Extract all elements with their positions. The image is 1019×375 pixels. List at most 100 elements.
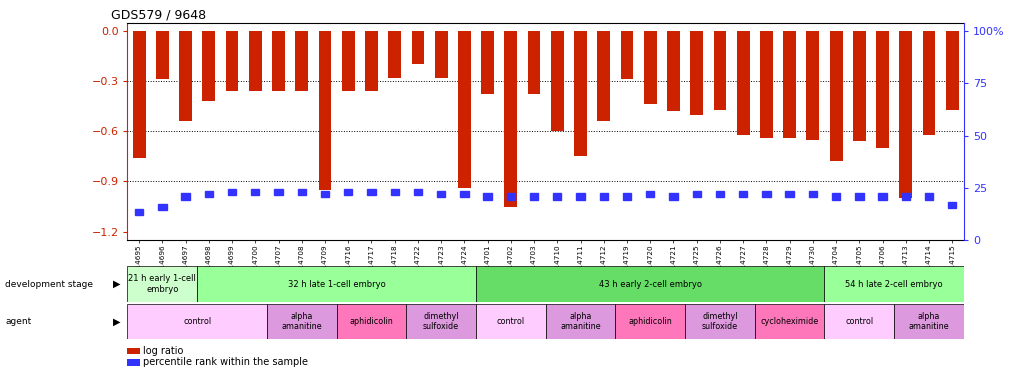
Bar [614,304,685,339]
Bar [436,191,445,197]
Bar [476,304,545,339]
Bar [666,31,680,111]
Bar [828,31,842,161]
Bar [692,191,700,197]
Bar [434,31,447,78]
Bar [574,31,586,156]
Bar [127,304,267,339]
Text: ▶: ▶ [113,316,120,327]
Text: ▶: ▶ [113,279,120,289]
Bar [476,266,823,302]
Text: development stage: development stage [5,280,93,289]
Bar [225,31,238,91]
Bar [251,189,259,195]
Text: log ratio: log ratio [143,346,183,356]
Text: alpha
amanitine: alpha amanitine [559,312,600,331]
Bar [901,194,909,200]
Text: dimethyl
sulfoxide: dimethyl sulfoxide [423,312,459,331]
Bar [249,31,262,91]
Bar [924,194,932,200]
Bar [823,304,894,339]
Bar [132,31,146,158]
Bar [945,31,958,109]
Bar [411,31,424,64]
Bar [272,31,284,91]
Bar [823,266,963,302]
Bar [599,194,607,200]
Text: percentile rank within the sample: percentile rank within the sample [143,357,308,367]
Text: agent: agent [5,317,32,326]
Bar [321,191,329,197]
Bar [135,209,143,215]
Bar [739,191,747,197]
Bar [205,191,213,197]
Bar [690,31,702,114]
Text: aphidicolin: aphidicolin [350,317,393,326]
Bar [179,31,192,121]
Bar [530,194,538,200]
Bar [274,189,282,195]
Text: GDS579 / 9648: GDS579 / 9648 [111,8,206,21]
Bar [620,31,633,80]
Bar [806,31,818,140]
Text: alpha
amanitine: alpha amanitine [908,312,949,331]
Bar [713,31,726,109]
Bar [761,191,769,197]
Bar [483,194,491,200]
Bar [948,202,956,208]
Bar [365,31,377,91]
Bar [899,31,911,198]
Text: dimethyl
sulfoxide: dimethyl sulfoxide [701,312,738,331]
Bar [458,31,471,188]
Text: cycloheximide: cycloheximide [760,317,818,326]
Bar [341,31,355,91]
Bar [504,31,517,207]
Bar [527,31,540,94]
Bar [552,194,560,200]
Bar [854,194,863,200]
Bar [550,31,564,131]
Bar [668,194,677,200]
Text: control: control [845,317,872,326]
Bar [785,191,793,197]
Bar [715,191,723,197]
Bar [156,31,168,80]
Bar [754,304,823,339]
Text: aphidicolin: aphidicolin [628,317,672,326]
Bar [227,189,236,195]
Bar [197,266,476,302]
Bar [298,189,306,195]
Text: 43 h early 2-cell embryo: 43 h early 2-cell embryo [598,280,701,289]
Text: alpha
amanitine: alpha amanitine [281,312,322,331]
Bar [388,31,400,78]
Text: control: control [496,317,525,326]
Bar [894,304,963,339]
Bar [390,189,398,195]
Bar [318,31,331,190]
Bar [852,31,865,141]
Bar [336,304,406,339]
Bar [367,189,375,195]
Bar [736,31,749,135]
Bar [414,189,422,195]
Bar [783,31,795,138]
Bar [343,189,352,195]
Bar [406,304,476,339]
Bar [481,31,493,94]
Bar [643,31,656,105]
Bar [202,31,215,101]
Text: 54 h late 2-cell embryo: 54 h late 2-cell embryo [845,280,943,289]
Bar [597,31,609,121]
Bar [808,191,816,197]
Bar [623,194,631,200]
Bar [267,304,336,339]
Bar [158,204,166,210]
Bar [506,194,515,200]
Text: control: control [183,317,211,326]
Bar [127,266,197,302]
Bar [832,194,840,200]
Text: 21 h early 1-cell
embryо: 21 h early 1-cell embryо [128,274,196,294]
Bar [922,31,934,135]
Bar [296,31,308,91]
Bar [875,31,889,148]
